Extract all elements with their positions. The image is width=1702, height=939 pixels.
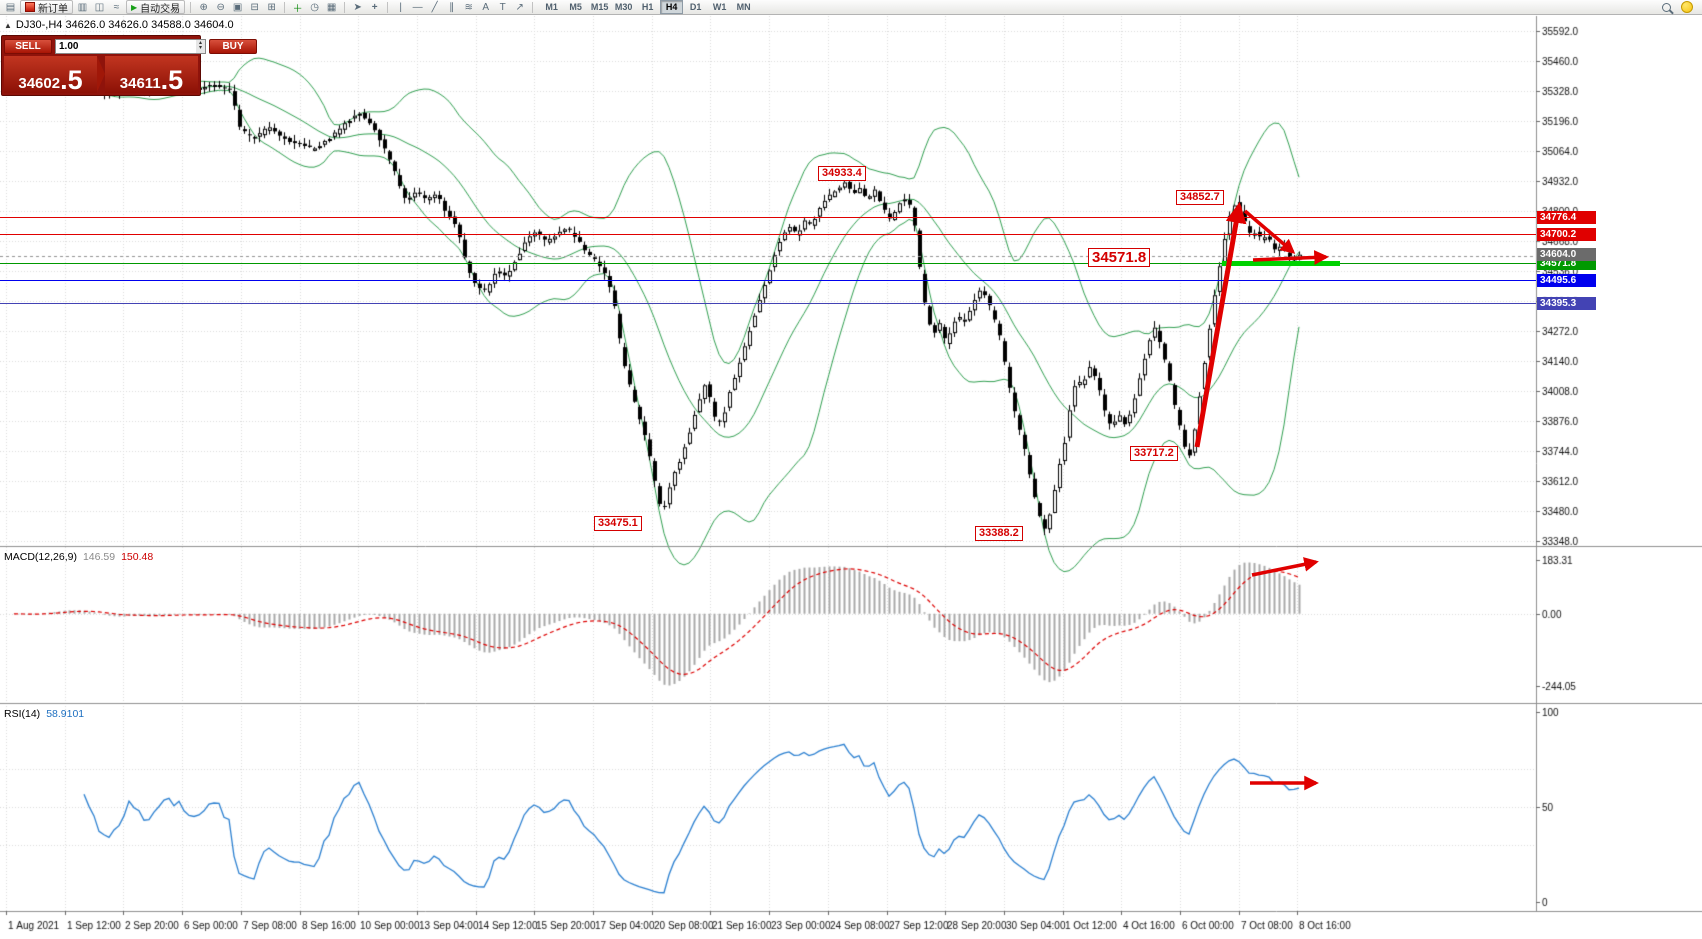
- volume-stepper: ▴ ▾: [196, 39, 205, 53]
- timeframe-group: M1 M5 M15 M30 H1 H4 D1 W1 MN: [540, 0, 755, 14]
- volume-input[interactable]: [56, 39, 196, 53]
- price-divider: [97, 56, 105, 92]
- timeframe-m1[interactable]: M1: [545, 2, 558, 12]
- macd-pane-splitter[interactable]: [0, 545, 1702, 549]
- support-zone-line[interactable]: [1222, 261, 1340, 266]
- price-tag-34700.2: 34700.2: [1537, 228, 1596, 241]
- tile-cascade-icon[interactable]: ▣: [232, 1, 243, 13]
- auto-trading-button[interactable]: ▶ 自动交易: [126, 0, 186, 15]
- toolbar: ▤ 新订单 ▥ ◫ ≈ ▶ 自动交易 ⊕ ⊖ ▣ ⊟ ⊞ ＋ ◷ ▦ ➤ + | …: [0, 0, 1702, 15]
- rsi-pane-splitter[interactable]: [0, 702, 1702, 706]
- new-order-label: 新订单: [38, 3, 68, 15]
- timeframe-m15[interactable]: M15: [590, 2, 609, 12]
- price-annotation-34852.7[interactable]: 34852.7: [1176, 190, 1224, 205]
- macd-value-main: 146.59: [82, 551, 116, 563]
- rsi-label: RSI(14) 58.9101: [4, 708, 84, 720]
- volume-control: ▴ ▾: [55, 38, 206, 54]
- one-click-trading-panel: SELL ▴ ▾ BUY 34602.5 34611.5: [1, 35, 257, 96]
- toolbar-separator: [387, 1, 389, 13]
- timeframe-d1[interactable]: D1: [689, 2, 702, 12]
- buy-price-int: 34611: [119, 75, 161, 92]
- timeframe-mn[interactable]: MN: [736, 2, 751, 12]
- ohlc-readout: DJ30-,H4 34626.0 34626.0 34588.0 34604.0: [15, 19, 234, 31]
- macd-label: MACD(12,26,9) 146.59 150.48: [4, 551, 153, 563]
- new-chart-icon[interactable]: ▤: [5, 1, 16, 13]
- toolbar-separator: [284, 1, 286, 13]
- price-annotation-34933.4[interactable]: 34933.4: [818, 166, 866, 181]
- collapse-panel-arrow[interactable]: ▲: [4, 20, 12, 30]
- macd-value-signal: 150.48: [121, 551, 154, 563]
- trade-prices: 34602.5 34611.5: [4, 56, 198, 95]
- macd-name: MACD(12,26,9): [4, 551, 77, 563]
- price-axis-scale[interactable]: [1536, 16, 1702, 911]
- timeframe-w1[interactable]: W1: [712, 2, 727, 12]
- horizontal-line-icon[interactable]: —: [412, 1, 423, 13]
- hline-34395.3[interactable]: [0, 303, 1536, 304]
- price-tag-34776.4: 34776.4: [1537, 211, 1596, 224]
- timeframe-m5[interactable]: M5: [569, 2, 582, 12]
- vertical-line-icon[interactable]: |: [399, 1, 402, 13]
- sell-button[interactable]: SELL: [4, 38, 52, 54]
- text-tool-icon[interactable]: A: [482, 1, 489, 13]
- buy-price-frac: .5: [160, 65, 184, 95]
- toolbar-right-group: [1662, 1, 1699, 13]
- line-chart-icon[interactable]: ≈: [113, 1, 120, 13]
- buy-price-button[interactable]: 34611.5: [105, 56, 198, 95]
- channel-icon[interactable]: ∥: [449, 1, 455, 13]
- tile-horizontal-icon[interactable]: ⊟: [250, 1, 259, 13]
- price-annotation-33717.2[interactable]: 33717.2: [1130, 446, 1178, 461]
- play-icon: ▶: [131, 2, 138, 12]
- zoom-in-icon[interactable]: ⊕: [199, 1, 208, 13]
- hline-34571.8[interactable]: [0, 263, 1536, 264]
- sell-price-button[interactable]: 34602.5: [4, 56, 97, 95]
- new-order-icon: [25, 2, 35, 12]
- current-price-tag: 34604.0: [1537, 248, 1596, 261]
- rsi-name: RSI(14): [4, 708, 41, 720]
- volume-up-button[interactable]: ▴: [198, 40, 202, 46]
- auto-trading-label: 自动交易: [140, 3, 181, 15]
- toolbar-separator: [344, 1, 346, 13]
- arrows-tool-icon[interactable]: ↗: [515, 1, 524, 13]
- candlestick-chart-icon[interactable]: ◫: [94, 1, 105, 13]
- hline-34495.6[interactable]: [0, 280, 1536, 281]
- trade-header: SELL ▴ ▾ BUY: [4, 38, 257, 54]
- templates-icon[interactable]: ▦: [326, 1, 337, 13]
- timeframe-h4[interactable]: H4: [660, 0, 684, 14]
- search-icon[interactable]: [1662, 2, 1671, 12]
- status-icon[interactable]: [1681, 1, 1693, 13]
- hline-34700.2[interactable]: [0, 234, 1536, 235]
- hline-34776.4[interactable]: [0, 217, 1536, 218]
- price-annotation-34571.8[interactable]: 34571.8: [1088, 248, 1151, 267]
- cursor-icon[interactable]: ➤: [353, 1, 362, 13]
- indicators-icon[interactable]: ＋: [292, 3, 303, 15]
- toolbar-separator: [532, 1, 534, 13]
- crosshair-icon[interactable]: +: [371, 1, 378, 13]
- fibonacci-icon[interactable]: ≋: [464, 1, 473, 13]
- new-order-button[interactable]: 新订单: [20, 0, 73, 15]
- price-annotation-33388.2[interactable]: 33388.2: [975, 526, 1023, 541]
- bar-chart-icon[interactable]: ▥: [77, 1, 88, 13]
- label-tool-icon[interactable]: T: [499, 1, 506, 13]
- sell-price-int: 34602: [18, 75, 61, 92]
- sell-price-frac: .5: [60, 65, 83, 95]
- price-tag-34395.3: 34395.3: [1537, 297, 1596, 310]
- time-axis-scale[interactable]: [0, 911, 1536, 939]
- timeframe-m30[interactable]: M30: [614, 2, 633, 12]
- periods-icon[interactable]: ◷: [310, 1, 320, 13]
- tile-vertical-icon[interactable]: ⊞: [267, 1, 276, 13]
- price-annotation-33475.1[interactable]: 33475.1: [594, 516, 642, 531]
- trendline-icon[interactable]: ╱: [431, 1, 438, 13]
- toolbar-separator: [190, 1, 192, 13]
- buy-button[interactable]: BUY: [209, 38, 257, 54]
- zoom-out-icon[interactable]: ⊖: [216, 1, 225, 13]
- symbol-info-line: ▲ DJ30-,H4 34626.0 34626.0 34588.0 34604…: [4, 19, 234, 31]
- timeframe-h1[interactable]: H1: [641, 2, 654, 12]
- volume-down-button[interactable]: ▾: [198, 45, 202, 51]
- price-tag-34495.6: 34495.6: [1537, 274, 1596, 287]
- rsi-value: 58.9101: [46, 708, 85, 720]
